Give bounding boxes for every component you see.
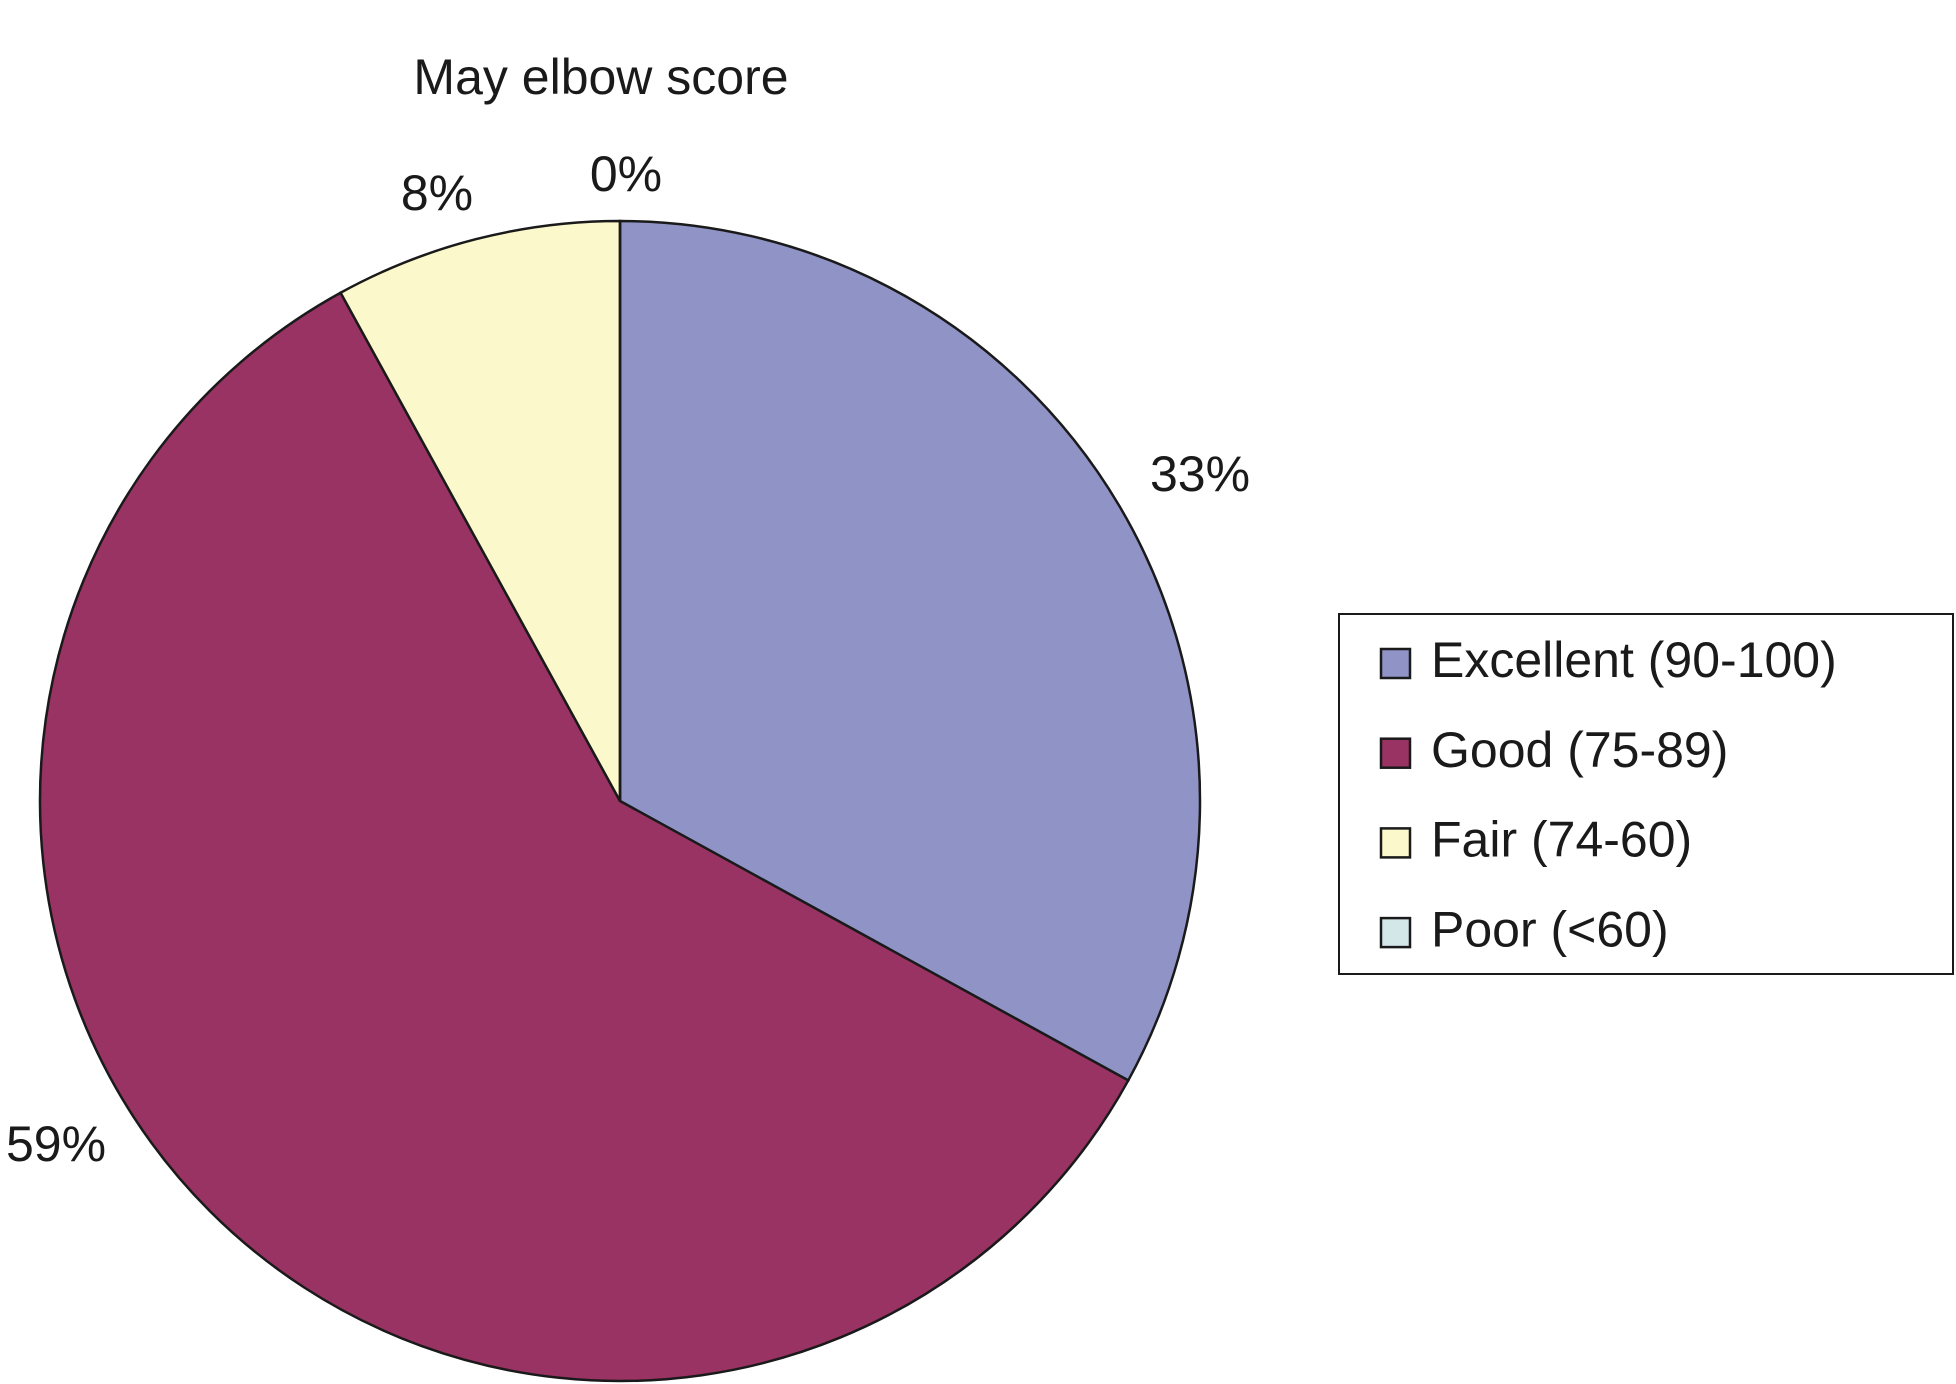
legend-swatch bbox=[1379, 827, 1412, 859]
data-label: 0% bbox=[590, 146, 662, 202]
chart-title: May elbow score bbox=[413, 49, 788, 105]
data-label: 59% bbox=[6, 1116, 106, 1172]
legend-label: Fair (74-60) bbox=[1431, 812, 1692, 868]
legend-label: Good (75-89) bbox=[1431, 722, 1728, 778]
pie-slice bbox=[38, 291, 1130, 1383]
data-label: 33% bbox=[1150, 446, 1250, 502]
legend-box bbox=[1338, 613, 1954, 975]
legend-label: Poor (<60) bbox=[1431, 901, 1669, 957]
legend-swatch bbox=[1379, 737, 1412, 769]
legend-swatch bbox=[1379, 647, 1412, 680]
legend-label: Excellent (90-100) bbox=[1431, 632, 1837, 688]
pie-slice bbox=[338, 219, 622, 802]
legend-swatch bbox=[1379, 916, 1412, 949]
data-label: 8% bbox=[401, 165, 473, 221]
pie-slice bbox=[618, 219, 1202, 1083]
